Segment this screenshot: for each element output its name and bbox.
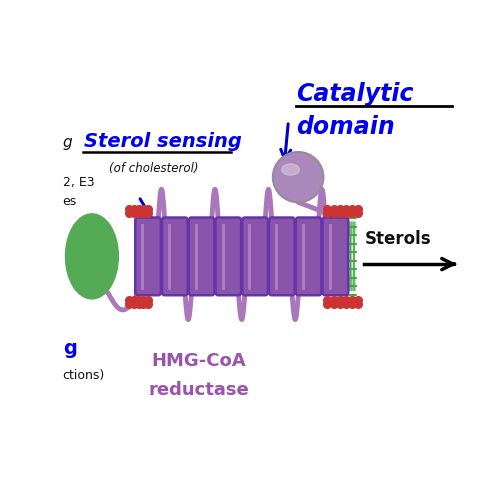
FancyBboxPatch shape <box>162 218 187 296</box>
Text: es: es <box>63 195 77 208</box>
FancyBboxPatch shape <box>215 218 240 296</box>
Text: Catalytic: Catalytic <box>296 82 413 106</box>
Text: 2, E3: 2, E3 <box>63 175 94 188</box>
Circle shape <box>273 153 323 203</box>
Text: ctions): ctions) <box>63 368 105 381</box>
Text: g: g <box>63 135 72 150</box>
Ellipse shape <box>65 214 118 299</box>
Text: reductase: reductase <box>148 380 249 398</box>
Text: Sterol sensing: Sterol sensing <box>84 132 241 151</box>
Text: domain: domain <box>296 114 394 138</box>
Ellipse shape <box>281 165 299 176</box>
FancyBboxPatch shape <box>269 218 294 296</box>
Text: HMG-CoA: HMG-CoA <box>151 351 245 369</box>
Text: g: g <box>63 338 77 357</box>
FancyBboxPatch shape <box>322 218 348 296</box>
FancyBboxPatch shape <box>295 218 321 296</box>
FancyBboxPatch shape <box>135 218 161 296</box>
Text: Sterols: Sterols <box>364 229 430 247</box>
Text: (of cholesterol): (of cholesterol) <box>109 162 198 175</box>
FancyBboxPatch shape <box>242 218 268 296</box>
FancyBboxPatch shape <box>188 218 214 296</box>
